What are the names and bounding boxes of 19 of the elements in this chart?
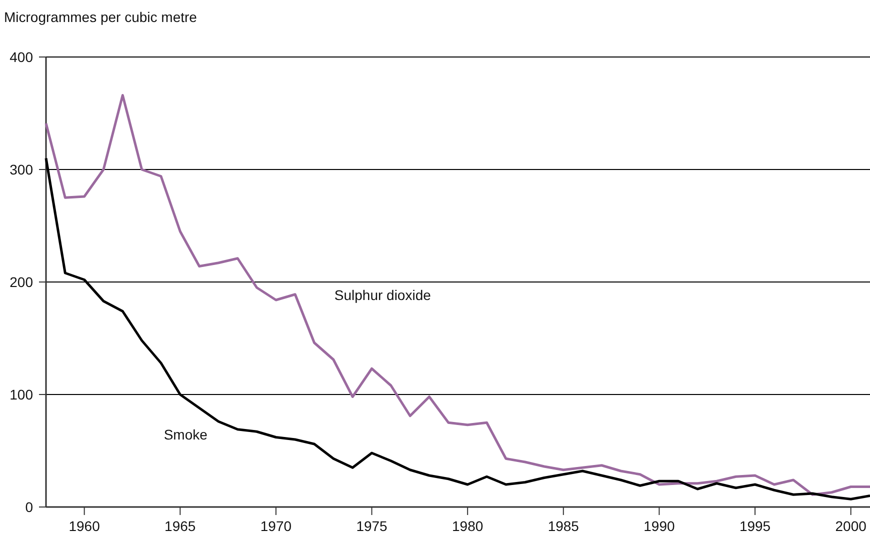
- x-tick-label: 1990: [644, 518, 675, 534]
- x-tick-label: 1980: [452, 518, 484, 534]
- x-tick-label: 1960: [68, 518, 100, 534]
- line-series: [44, 94, 870, 496]
- x-tick-label: 1975: [356, 518, 388, 534]
- x-tick-label: 1985: [548, 518, 580, 534]
- text: Sulphur dioxide: [334, 287, 432, 303]
- y-tick-label: 0: [25, 498, 34, 515]
- series-label: Smoke: [164, 426, 208, 442]
- x-tick-label: 1995: [739, 518, 771, 534]
- x-tick-label: 1970: [260, 518, 292, 534]
- y-tick-label: 200: [10, 274, 34, 290]
- y-tick-label: 400: [10, 48, 34, 65]
- y-tick-label: 100: [10, 386, 34, 402]
- x-tick-label: 1965: [164, 518, 196, 534]
- x-tick-label: 2000: [835, 518, 867, 534]
- y-axis-title: Microgrammes per cubic metre: [4, 9, 198, 25]
- line-series: [44, 157, 870, 500]
- y-tick-label: 300: [10, 161, 34, 178]
